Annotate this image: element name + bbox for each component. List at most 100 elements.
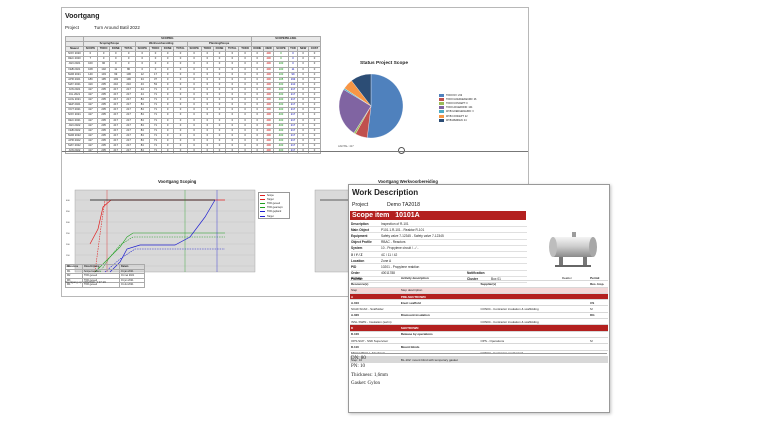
table-cell: 0 (225, 76, 240, 83)
table-row: JAN 2022 417 205 217 217 84 71 0 0 0 0 0 0 0 0 400 400 21… (65, 122, 322, 129)
legend-label: WVB:WERKEN: 44 (446, 118, 467, 122)
legend-entry: TODO:CONCEPT: 0 (439, 101, 476, 105)
table-cell: 0 (307, 127, 322, 134)
field-k2: Notification (467, 271, 485, 276)
table-cell: 217 (121, 122, 136, 129)
table-row: MAR 2021 140 103 99 106 12 17 0 0 0 0 0 0 0 0 400 100 99 0… (65, 71, 322, 78)
activity-cell: CS (590, 300, 595, 305)
table-cell: 11 (287, 66, 299, 73)
table-cell: 0 (225, 127, 240, 134)
table-cell: 0 (225, 81, 240, 88)
legend-label: TODO:AFGEROND: 104 (446, 106, 473, 110)
vessel-image (549, 232, 597, 267)
activity-cell: OPS - Operations (480, 338, 505, 343)
table-row: FEB 2022 417 205 217 217 84 71 0 0 0 0 0 0 0 0 400 400 21… (65, 127, 322, 134)
table-cell: 217 (121, 112, 136, 119)
activity-cell: Res. Insp. (590, 281, 605, 286)
report-title: Voortgang (65, 13, 100, 20)
table-row: MAY 2021 410 205 210 210 43 53 0 0 0 0 0 0 0 0 400 400 21… (65, 81, 322, 88)
pie-chart (338, 73, 404, 139)
legend-swatch (260, 202, 265, 204)
table-cell: 0 (250, 76, 264, 83)
table-row: MAY 2022 417 205 217 217 84 71 0 0 0 0 0 0 0 0 400 400 21… (65, 142, 322, 150)
activity-cell: Erect scaffold (400, 300, 421, 305)
table-cell: 0 (307, 76, 322, 83)
table-cell: 0 (225, 61, 240, 68)
note-line: DN: 80 (351, 356, 366, 361)
legend-swatch (439, 97, 444, 101)
activity-cell: A.010 (351, 300, 360, 305)
field-v: RBAC - Reactors (381, 240, 406, 245)
activity-cell: D.100 (351, 332, 360, 337)
legend-swatch (439, 106, 444, 110)
activity-cell: Activity description (400, 275, 429, 280)
table-cell: 100 (273, 66, 289, 73)
sub-header-scoping: Scoping/Scope (82, 41, 136, 48)
activity-cell: M (590, 307, 593, 312)
table-cell: 217 (287, 122, 299, 129)
table-cell: 80 (121, 66, 136, 73)
legend-swatch (439, 110, 444, 114)
activity-cell: M (590, 338, 593, 343)
svg-text:350: 350 (66, 211, 70, 213)
pane-resize-handle[interactable] (398, 147, 405, 154)
field-k: Object Profile (351, 240, 372, 245)
field-k: System (351, 246, 363, 251)
table-cell: 99 (287, 71, 299, 78)
activity-cell: Mount blinds (400, 344, 420, 349)
work-description-panel: Work Description Project Demo TA2018 Sco… (348, 184, 610, 413)
field-v2: Box 01 (491, 277, 501, 282)
legend-swatch (260, 198, 265, 200)
legend-swatch (439, 101, 444, 105)
table-cell: 0 (307, 66, 322, 73)
pie-legend: TODO:NV: 219 TODO:GOEDGEKEURD: 26 TODO:CON… (439, 93, 476, 122)
activity-cell: Activity (351, 275, 362, 280)
table-cell: 0 (173, 137, 188, 144)
table-cell: 0 (173, 122, 188, 129)
table-row: JAN 2021 100 90 0 0 0 0 0 0 0 0 0 0 0 0 400 100 0 0 0 (65, 61, 322, 68)
pie-slice (367, 73, 404, 139)
chart1-legend: Scope Target TOD gereed TOD geaccept. TOD ge… (258, 192, 290, 220)
field-k2: Cluster (467, 277, 478, 282)
activities-list: Activity Activity description Permit Resour… (350, 275, 608, 364)
svg-text:300: 300 (66, 222, 70, 224)
table-cell: 0 (307, 122, 322, 129)
legend-label: Scope (267, 193, 274, 197)
notes: DN: 80 PN: 10 Thickness: 1,6mm Gasket: Gylo… (351, 353, 607, 389)
activity-cell: D (351, 326, 354, 331)
table-cell: 100 (273, 71, 289, 78)
table-cell: 400 (273, 112, 289, 119)
table-cell: 0 (173, 117, 188, 124)
activity-row: D SHUTDOWN (350, 325, 608, 332)
table-cell: 196 (121, 76, 136, 83)
table-row: JUN 2021 417 205 217 217 44 71 0 0 0 0 0 0 0 0 400 400 21… (65, 86, 322, 94)
table-cell: 0 (250, 71, 264, 78)
field-row: Location Zone A (351, 258, 527, 265)
activity-row: D.100 Release by operations (350, 332, 608, 338)
column-header-row: Maand SCOPE TODO DONE TOTAL SCOPE TODO DONE TOTA… (65, 46, 322, 53)
table-cell: 217 (287, 112, 299, 119)
table-cell: 0 (250, 112, 264, 119)
scope-item-value: 10101A (395, 212, 420, 219)
field-k: X / Y / Z (351, 252, 363, 257)
table-cell: 0 (307, 132, 322, 139)
table-cell: 0 (121, 61, 136, 68)
wd-project-label: Project (352, 202, 369, 208)
activity-row: A.010 Erect scaffold CS (350, 300, 608, 307)
table-cell: 0 (307, 137, 322, 144)
field-v: Safety valve 7-12345 - Safety valve 7-12… (381, 233, 444, 238)
legend-label: TODO:CONCEPT: 0 (446, 101, 468, 105)
activity-cell: SCAF.SCAF - Scaffolder (351, 307, 384, 312)
legend-entry: TOD gepland (259, 210, 289, 214)
table-cell: 217 (121, 127, 136, 134)
field-k: Planner (351, 277, 363, 282)
legend-label: TODO:NV: 219 (446, 93, 463, 97)
legend-label: TOD geaccept. (267, 206, 284, 210)
field-row: Order 40011788 Notification (351, 271, 527, 277)
field-row: Main Object P101.1.R-101 - Reaktor R-101 (351, 227, 527, 234)
field-row: Planner Cluster Box 01 (351, 277, 527, 283)
field-row: X / Y / Z 4C / 11 / 42 (351, 252, 527, 259)
table-row: SEP 2021 417 205 217 217 84 71 0 0 0 0 0 0 0 0 400 400 21… (65, 102, 322, 109)
field-k: Equipment (351, 233, 368, 238)
legend-entry: Scope (259, 193, 289, 197)
